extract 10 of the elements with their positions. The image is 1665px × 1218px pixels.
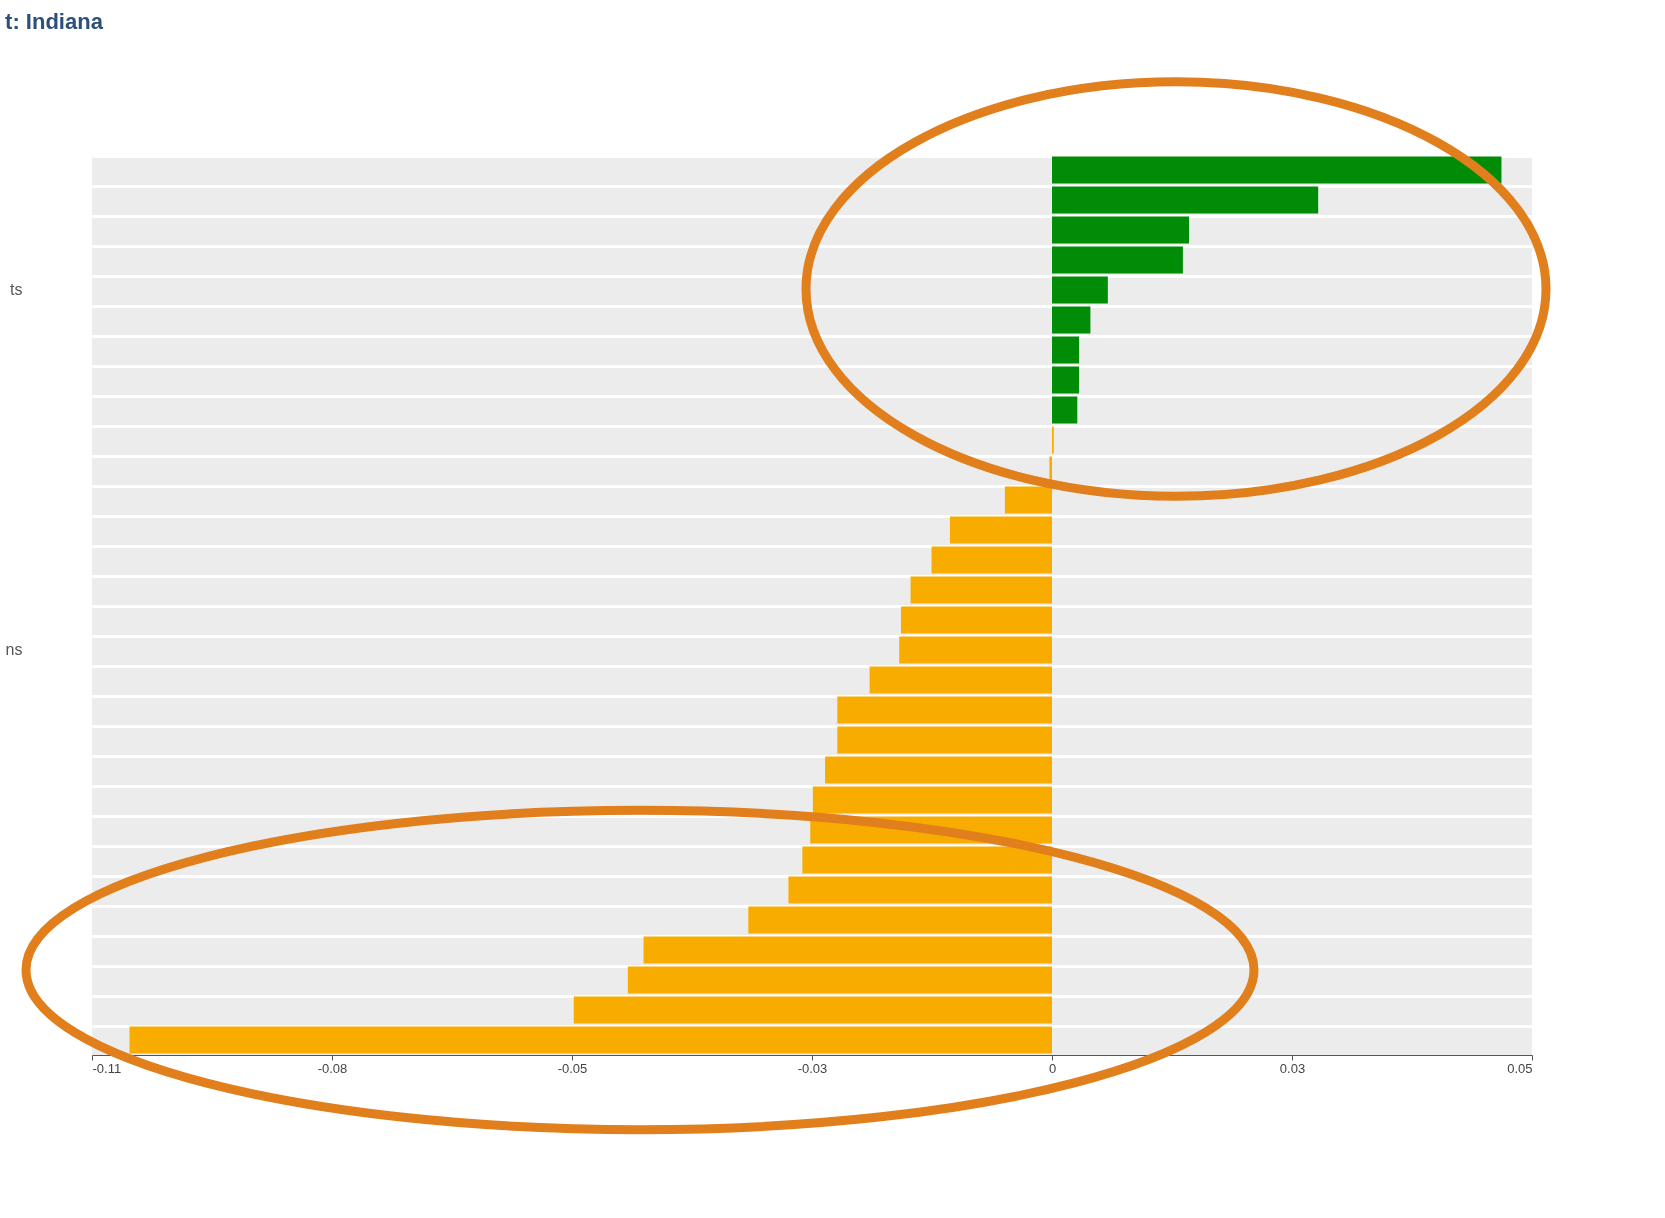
chart-title: t: Indiana — [5, 8, 104, 34]
x-tick-label: -0.03 — [797, 1060, 828, 1076]
y-tick-label: ts — [10, 281, 23, 298]
x-tick-label: -0.08 — [317, 1060, 348, 1076]
x-tick-label: -0.11 — [92, 1060, 122, 1076]
y-tick-label: ns — [5, 641, 23, 658]
x-tick-label: -0.05 — [557, 1060, 588, 1076]
x-tick-label: 0.05 — [1507, 1060, 1533, 1076]
x-tick-label: 0.03 — [1279, 1060, 1306, 1076]
x-tick-label: 0 — [1048, 1060, 1057, 1076]
